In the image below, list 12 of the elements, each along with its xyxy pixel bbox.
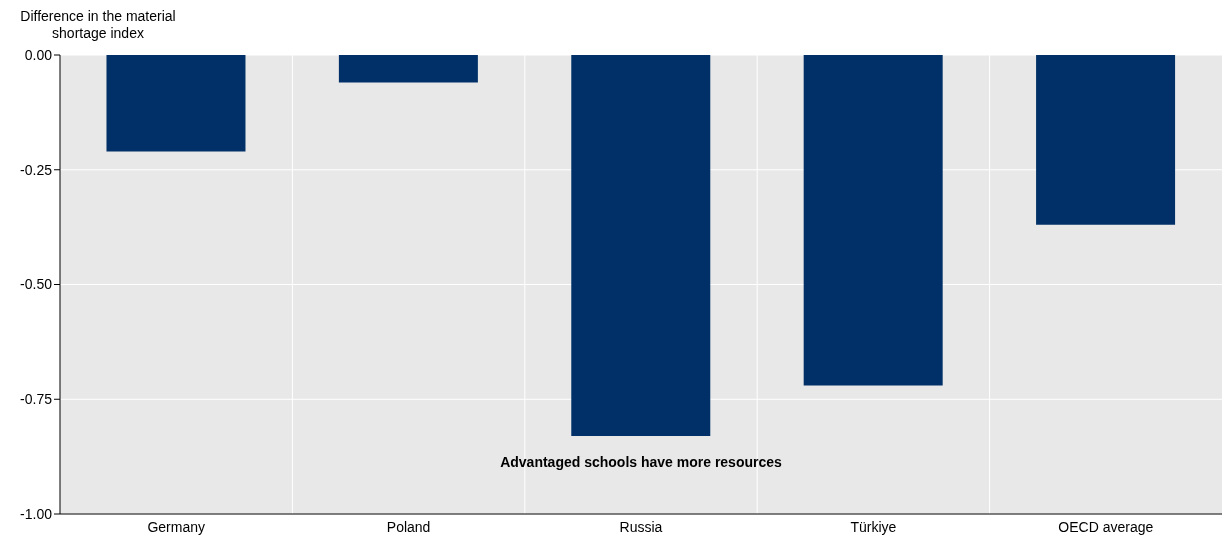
y-tick-label: -0.50	[20, 276, 53, 293]
y-tick-label: -0.25	[20, 161, 53, 178]
y-tick-label: -0.75	[20, 391, 53, 408]
x-tick-label: Germany	[147, 518, 205, 535]
x-tick-label: Russia	[619, 518, 663, 535]
x-tick-label: Türkiye	[850, 518, 897, 535]
y-axis-title: Difference in the material shortage index	[19, 8, 177, 42]
x-tick-label: OECD average	[1058, 518, 1154, 535]
annotation: Advantaged schools have more resources	[499, 454, 783, 470]
y-tick-label: 0.00	[24, 46, 53, 63]
y-tick-label: -1.00	[20, 505, 53, 522]
x-tick-label: Poland	[386, 518, 431, 535]
